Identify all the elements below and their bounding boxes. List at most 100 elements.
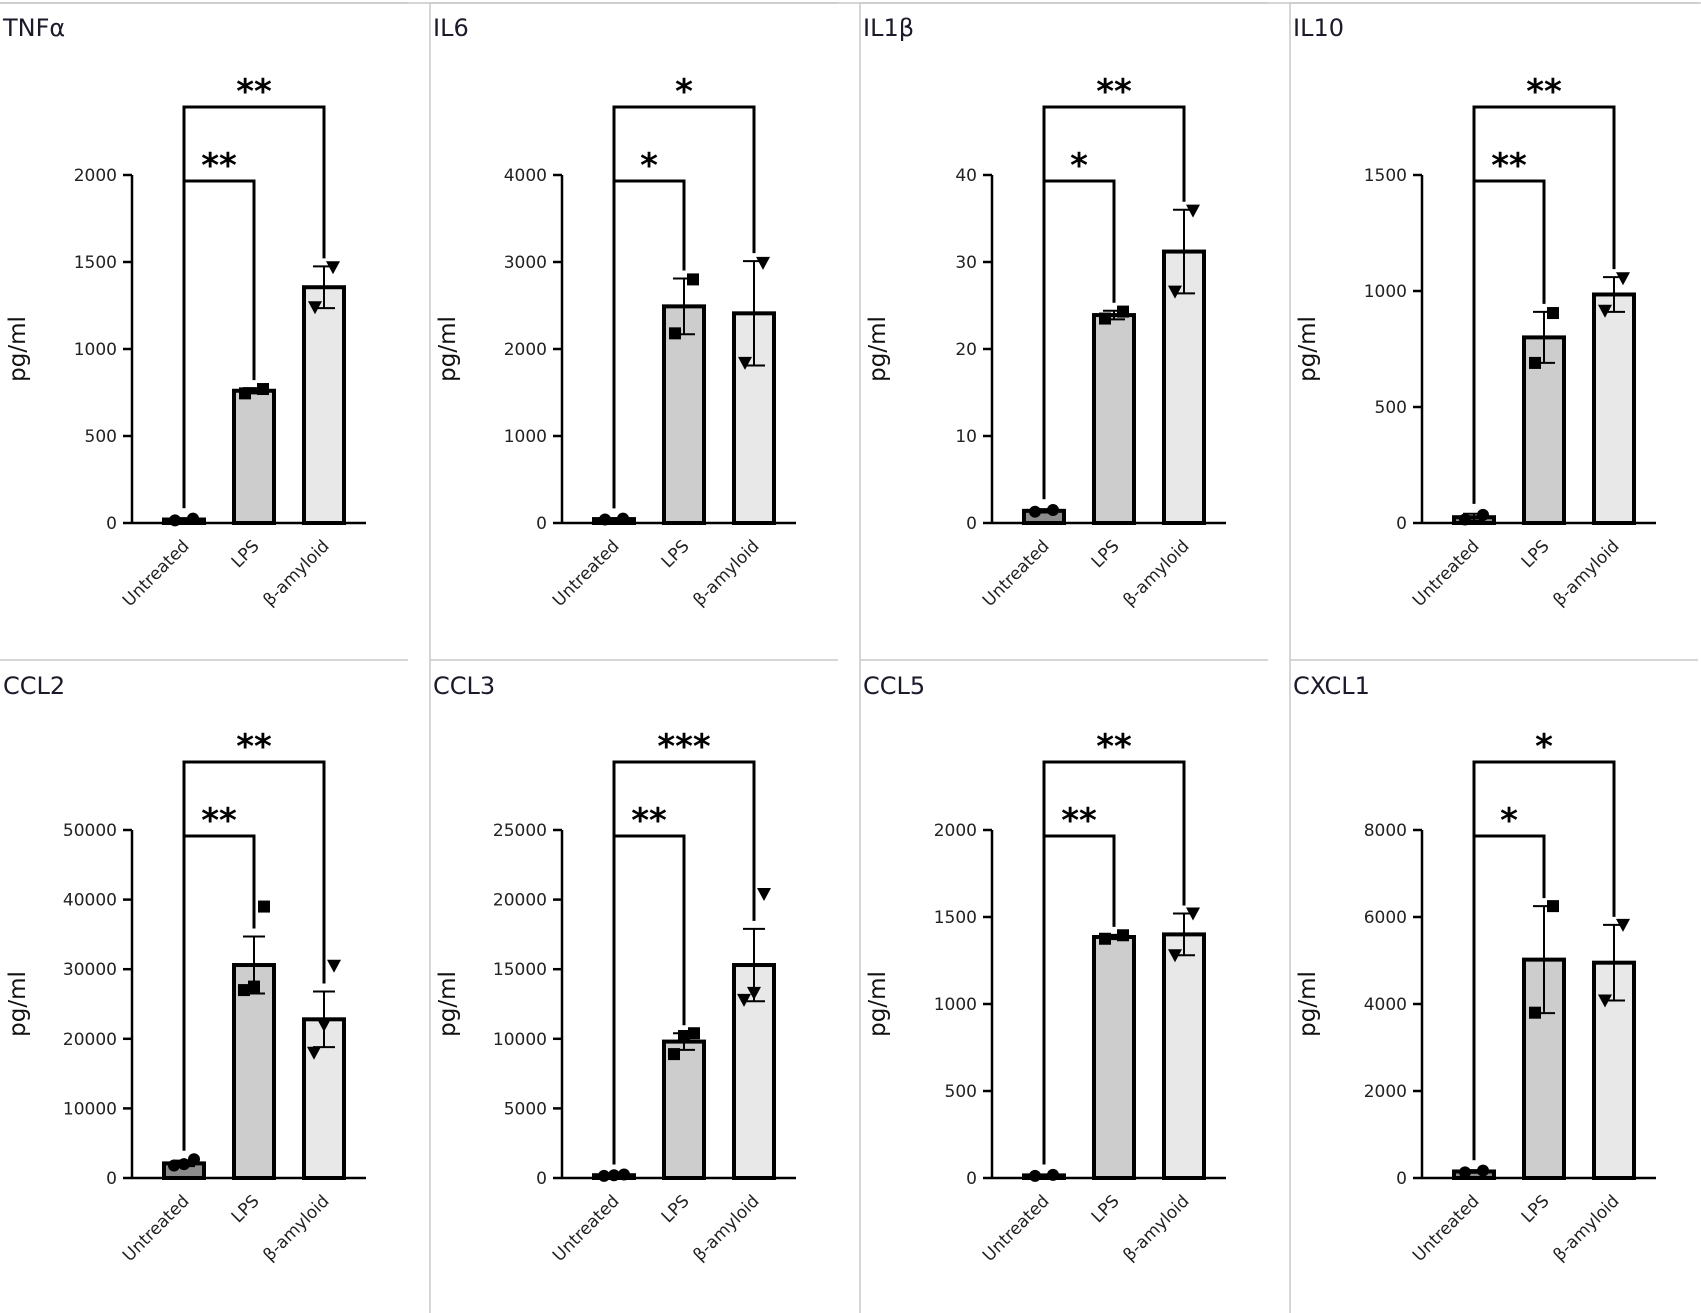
y-axis-label: pg/ml — [5, 971, 31, 1037]
bar-LPS — [662, 304, 706, 525]
significance-bracket — [1042, 760, 1186, 1165]
bar-LPS — [232, 963, 276, 1180]
data-point — [169, 514, 181, 527]
y-tick-label: 0 — [106, 514, 117, 534]
y-axis-label: pg/ml — [435, 971, 461, 1037]
significance-label: ** — [631, 801, 667, 841]
data-point — [687, 273, 699, 286]
chart-panel-CCL2: CCL2 pg/ml 0 10000 20000 30000 40000 50000 Untre… — [3, 672, 366, 1266]
data-point — [1477, 508, 1489, 521]
y-tick-label: 30 — [955, 253, 977, 273]
chart-title: IL1β — [863, 14, 914, 42]
data-point — [1529, 356, 1541, 369]
chart-panel-TNFα: TNFα pg/ml 0 500 1000 1500 2000 Untreated LPSβ-a… — [2, 14, 366, 611]
significance-label: ** — [1061, 801, 1097, 841]
significance-label: * — [640, 146, 658, 186]
data-point — [307, 1046, 321, 1060]
significance-bracket — [612, 760, 756, 1165]
data-point — [688, 1027, 700, 1040]
chart-title: CCL2 — [3, 672, 65, 700]
y-tick-label: 2000 — [934, 821, 977, 841]
x-tick-label: LPS — [1088, 536, 1124, 572]
data-point — [1186, 204, 1200, 218]
data-point — [757, 888, 771, 902]
y-tick-label: 500 — [945, 1082, 977, 1102]
x-tick-label: LPS — [1518, 1191, 1554, 1227]
y-tick-label: 40000 — [63, 891, 117, 911]
y-tick-label: 10 — [955, 427, 977, 447]
significance-label: * — [1070, 146, 1088, 186]
x-tick-label: Untreated — [1409, 536, 1483, 610]
y-tick-label: 6000 — [1364, 908, 1407, 928]
data-point — [737, 993, 751, 1007]
data-point — [617, 512, 629, 525]
x-tick-label: Untreated — [119, 1191, 193, 1265]
y-tick-label: 0 — [1396, 514, 1407, 534]
y-tick-label: 1500 — [934, 908, 977, 928]
data-point — [1099, 932, 1111, 945]
y-tick-label: 4000 — [1364, 995, 1407, 1015]
chart-panel-CXCL1: CXCL1 pg/ml 0 2000 4000 6000 8000 Untreated LPSβ… — [1293, 672, 1656, 1266]
data-point — [327, 959, 341, 973]
data-point — [1459, 1166, 1471, 1179]
data-point — [1186, 907, 1200, 921]
y-axis-label: pg/ml — [1295, 971, 1321, 1037]
data-point — [257, 383, 269, 396]
data-point — [1547, 307, 1559, 320]
significance-label: * — [1535, 727, 1553, 767]
bar-LPS — [1092, 935, 1136, 1181]
bar-LPS — [662, 1039, 706, 1180]
x-tick-label: LPS — [228, 536, 264, 572]
significance-label: ** — [1491, 146, 1527, 186]
y-tick-label: 25000 — [493, 821, 547, 841]
significance-label: ** — [201, 801, 237, 841]
y-tick-label: 10000 — [493, 1030, 547, 1050]
data-point — [1168, 285, 1182, 299]
y-tick-label: 500 — [85, 427, 117, 447]
chart-title: CXCL1 — [1293, 672, 1370, 700]
data-point — [239, 387, 251, 400]
y-axis-label: pg/ml — [865, 316, 891, 382]
x-tick-label: LPS — [658, 536, 694, 572]
data-point — [317, 1018, 331, 1032]
y-tick-label: 4000 — [504, 166, 547, 186]
y-axis-label: pg/ml — [865, 971, 891, 1037]
data-point — [168, 1159, 180, 1172]
data-point — [1547, 900, 1559, 913]
x-tick-label: LPS — [1088, 1191, 1124, 1227]
x-tick-label: LPS — [1518, 536, 1554, 572]
significance-label: ** — [236, 727, 272, 767]
data-point — [1598, 304, 1612, 318]
data-point — [238, 984, 250, 997]
data-point — [1616, 918, 1630, 932]
x-tick-label: Untreated — [549, 536, 623, 610]
data-point — [178, 1158, 190, 1171]
data-point — [756, 256, 770, 270]
y-axis-label: pg/ml — [5, 316, 31, 382]
y-tick-label: 20000 — [493, 891, 547, 911]
x-tick-label: β-amyloid — [1550, 1191, 1624, 1265]
data-point — [669, 327, 681, 340]
x-tick-label: Untreated — [119, 536, 193, 610]
y-tick-label: 20 — [955, 340, 977, 360]
significance-label: ** — [201, 146, 237, 186]
chart-panel-CCL5: CCL5 pg/ml 0 500 1000 1500 2000 Untreated LPSβ-a… — [863, 672, 1226, 1266]
y-tick-label: 2000 — [504, 340, 547, 360]
data-point — [248, 980, 260, 993]
x-tick-label: β-amyloid — [690, 536, 764, 610]
significance-bracket — [1042, 105, 1186, 500]
y-tick-label: 3000 — [504, 253, 547, 273]
bar-LPS — [232, 388, 276, 526]
y-tick-label: 1500 — [1364, 166, 1407, 186]
bar-β-amyloid — [1592, 292, 1636, 526]
y-axis-label: pg/ml — [435, 316, 461, 382]
bar-β-amyloid — [302, 285, 346, 526]
y-tick-label: 0 — [536, 1169, 547, 1189]
data-point — [1477, 1164, 1489, 1177]
y-tick-label: 5000 — [504, 1099, 547, 1119]
y-tick-label: 8000 — [1364, 821, 1407, 841]
y-tick-label: 20000 — [63, 1030, 117, 1050]
chart-panel-IL10: IL10 pg/ml 0 500 1000 1500 Untreated LPSβ-amylo… — [1293, 14, 1656, 611]
data-point — [1047, 503, 1059, 516]
significance-label: ** — [1096, 72, 1132, 112]
